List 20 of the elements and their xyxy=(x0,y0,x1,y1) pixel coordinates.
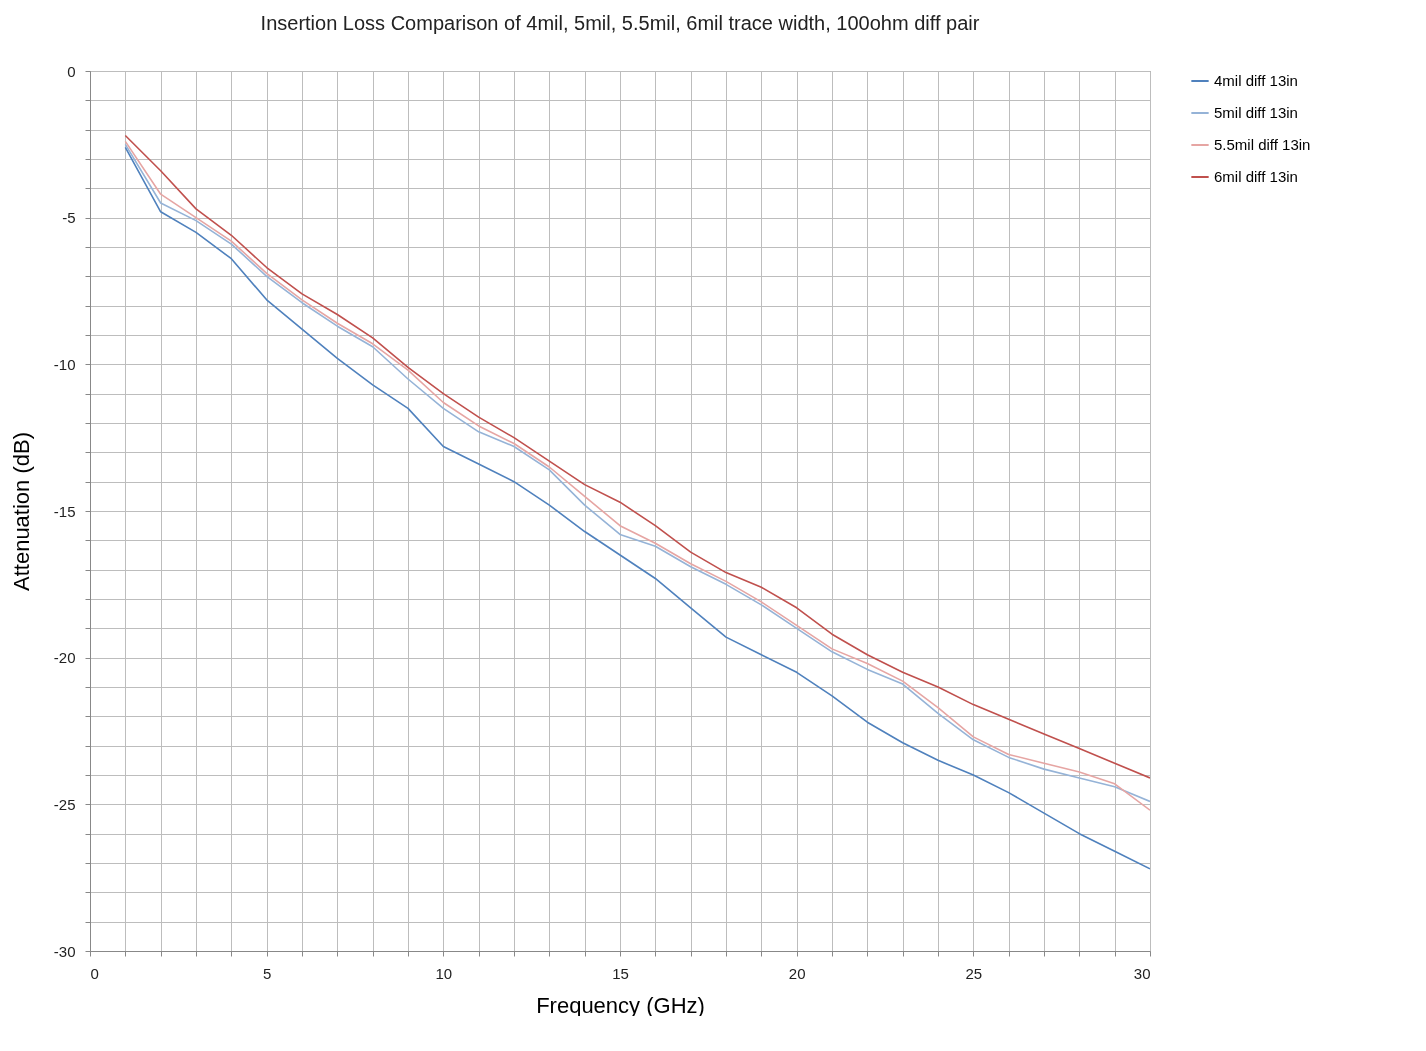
y-tick-label: -15 xyxy=(53,502,76,520)
y-tick-label: -30 xyxy=(53,942,76,960)
x-tick-label: 10 xyxy=(435,964,453,982)
legend-label: 5.5mil diff 13in xyxy=(1214,136,1311,153)
x-tick-label: 30 xyxy=(1133,964,1151,982)
y-tick-label: 0 xyxy=(67,62,76,80)
x-tick-label: 25 xyxy=(965,964,983,982)
x-tick-label: 5 xyxy=(262,964,272,982)
legend-label: 6mil diff 13in xyxy=(1214,168,1298,185)
legend-label: 4mil diff 13in xyxy=(1214,72,1298,89)
chart-title: Insertion Loss Comparison of 4mil, 5mil, 5.5mil, 6mil trace width, 100ohm diff pair xyxy=(260,12,980,34)
x-tick-label: 20 xyxy=(788,964,806,982)
y-tick-label: -5 xyxy=(62,209,76,227)
y-tick-label: -10 xyxy=(53,355,76,373)
y-axis-title: Attenuation (dB) xyxy=(8,432,34,591)
y-tick-label: -20 xyxy=(53,649,76,667)
x-tick-label: 0 xyxy=(90,964,99,982)
x-tick-label: 15 xyxy=(612,964,629,982)
y-tick-label: -25 xyxy=(53,795,76,813)
legend-label: 5mil diff 13in xyxy=(1214,104,1298,121)
